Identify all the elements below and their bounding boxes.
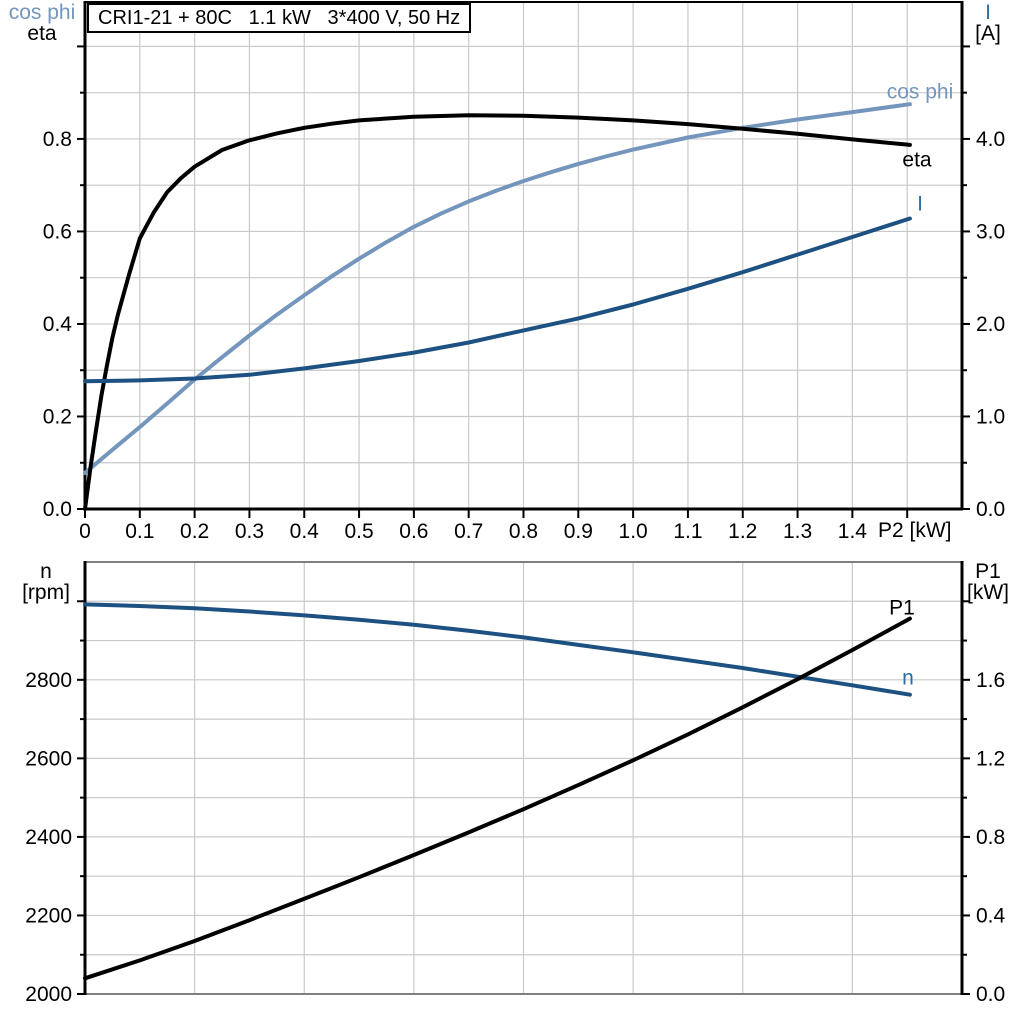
kw-unit-label: [kW] — [967, 581, 1009, 604]
curve-label-p1: P1 — [889, 596, 915, 620]
svg-text:0.3: 0.3 — [235, 520, 264, 543]
svg-text:0.1: 0.1 — [125, 520, 154, 543]
svg-text:0.0: 0.0 — [976, 983, 1005, 1006]
svg-text:1.3: 1.3 — [783, 520, 812, 543]
left-axis-header-top-plot: cos phi eta — [0, 2, 84, 44]
svg-text:0: 0 — [79, 520, 91, 543]
chart-title-box: CRI1-21 + 80C 1.1 kW 3*400 V, 50 Hz — [87, 3, 472, 33]
svg-text:0.2: 0.2 — [43, 405, 72, 428]
svg-text:2600: 2600 — [25, 747, 72, 770]
right-axis-header-bottom-plot: P1 [kW] — [952, 561, 1024, 603]
svg-text:4.0: 4.0 — [976, 128, 1005, 151]
svg-text:0.8: 0.8 — [976, 826, 1005, 849]
svg-text:0.6: 0.6 — [399, 520, 428, 543]
svg-text:0.5: 0.5 — [344, 520, 373, 543]
svg-text:1.6: 1.6 — [976, 669, 1005, 692]
svg-text:0.9: 0.9 — [564, 520, 593, 543]
svg-text:2800: 2800 — [25, 669, 72, 692]
svg-text:1.2: 1.2 — [728, 520, 757, 543]
svg-text:0.4: 0.4 — [976, 904, 1006, 927]
svg-text:1.0: 1.0 — [976, 405, 1005, 428]
rpm-unit-label: [rpm] — [22, 581, 70, 604]
svg-text:0.8: 0.8 — [509, 520, 538, 543]
p1-axis-label: P1 — [975, 560, 1001, 583]
speed-axis-label: n — [40, 560, 52, 583]
svg-text:0.6: 0.6 — [43, 220, 72, 243]
svg-text:0.4: 0.4 — [290, 520, 320, 543]
ampere-unit-label: [A] — [975, 22, 1001, 45]
svg-text:0.7: 0.7 — [454, 520, 483, 543]
cos-phi-axis-label: cos phi — [8, 1, 76, 24]
svg-text:1.2: 1.2 — [976, 747, 1005, 770]
svg-text:1.1: 1.1 — [673, 520, 702, 543]
right-axis-header-top-plot: I [A] — [952, 2, 1024, 44]
eta-axis-label: eta — [27, 22, 57, 45]
curve-label-eta: eta — [902, 148, 932, 172]
curve-label-current: I — [917, 192, 923, 216]
svg-text:2200: 2200 — [25, 904, 72, 927]
svg-text:0.4: 0.4 — [43, 313, 73, 336]
svg-text:0.8: 0.8 — [43, 128, 72, 151]
x-axis-label: P2 [kW] — [878, 519, 952, 542]
left-axis-header-bottom-plot: n [rpm] — [0, 561, 92, 603]
svg-text:1.4: 1.4 — [838, 520, 868, 543]
svg-text:0.0: 0.0 — [976, 498, 1005, 521]
svg-text:2000: 2000 — [25, 983, 72, 1006]
svg-text:0.0: 0.0 — [43, 498, 72, 521]
svg-text:2400: 2400 — [25, 826, 72, 849]
curve-label-cos-phi: cos phi — [886, 80, 954, 104]
svg-text:1.0: 1.0 — [619, 520, 648, 543]
svg-text:3.0: 3.0 — [976, 220, 1005, 243]
current-axis-label: I — [985, 1, 991, 24]
svg-text:2.0: 2.0 — [976, 313, 1005, 336]
svg-text:0.2: 0.2 — [180, 520, 209, 543]
curve-label-n: n — [902, 666, 914, 690]
